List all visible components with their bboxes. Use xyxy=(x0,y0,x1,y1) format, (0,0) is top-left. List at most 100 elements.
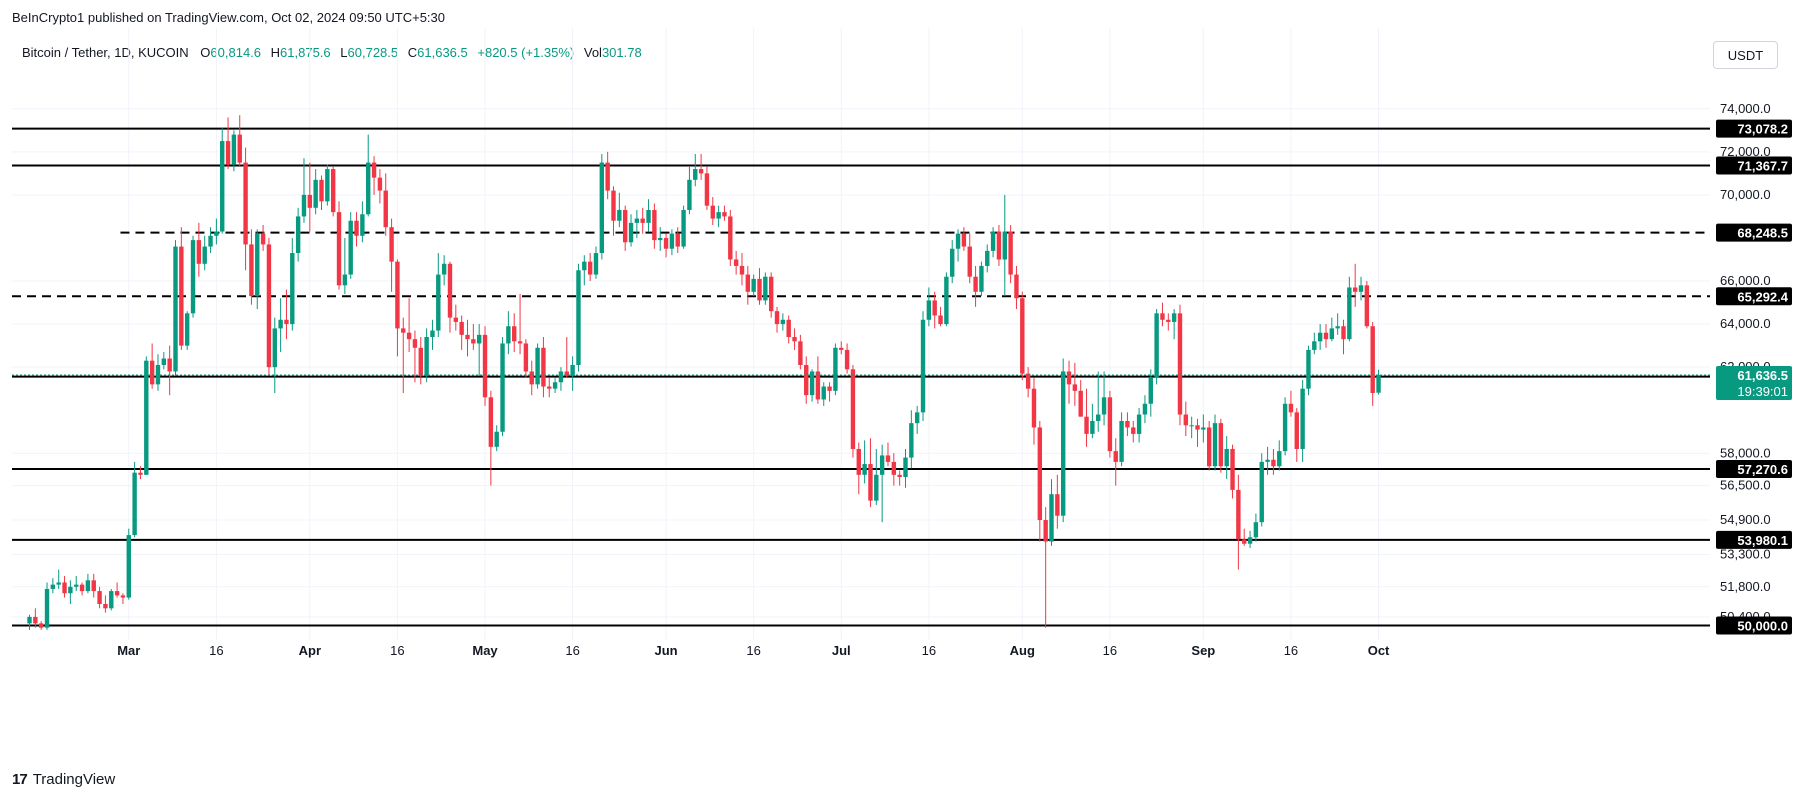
last-price-label: 61,636.5 xyxy=(1737,368,1788,383)
candle-body xyxy=(529,371,534,385)
candle-body xyxy=(476,334,482,344)
candle-body xyxy=(862,464,867,475)
candle-body xyxy=(120,595,126,598)
candle-body xyxy=(272,328,277,368)
candle-body xyxy=(914,412,920,424)
candle-body xyxy=(27,616,32,624)
candle-body xyxy=(1084,416,1089,434)
candle-body xyxy=(558,371,564,383)
candle-body xyxy=(1218,423,1224,467)
candle-body xyxy=(1043,520,1048,542)
candle-body xyxy=(1160,313,1165,320)
candle-body xyxy=(1136,414,1142,434)
candle-body xyxy=(103,604,108,609)
candle-body xyxy=(325,169,330,202)
candle-body xyxy=(739,265,745,275)
candle-body xyxy=(985,250,990,266)
candle-body xyxy=(184,313,190,346)
candle-body xyxy=(780,319,786,325)
candle-body xyxy=(1312,341,1317,350)
candle-body xyxy=(582,261,587,271)
candle-body xyxy=(1107,397,1113,452)
candle-body xyxy=(395,261,400,329)
candle-body xyxy=(132,472,137,536)
candle-body xyxy=(114,591,120,596)
candle-body xyxy=(541,347,546,387)
last-price-badge xyxy=(1716,365,1792,400)
candle-body xyxy=(961,233,967,247)
candle-body xyxy=(1317,332,1323,342)
candle-body xyxy=(763,276,768,301)
volume-value: 301.78 xyxy=(601,45,642,60)
candle-body xyxy=(658,237,663,241)
candle-body xyxy=(109,591,114,609)
candle-body xyxy=(1090,420,1095,434)
candle-body xyxy=(1201,427,1206,430)
candle-body xyxy=(1113,451,1118,462)
candle-body xyxy=(909,423,914,458)
candle-body xyxy=(278,319,283,329)
candle-body xyxy=(850,369,856,449)
candle-body xyxy=(167,358,172,372)
candle-body xyxy=(412,339,418,348)
candle-body xyxy=(652,209,657,241)
candle-body xyxy=(307,194,313,208)
candle-body xyxy=(798,341,803,365)
candle-body xyxy=(1183,414,1189,426)
candle-body xyxy=(1131,427,1136,434)
currency-button[interactable]: USDT xyxy=(1713,41,1778,69)
candle-body xyxy=(74,584,79,587)
candle-body xyxy=(1236,489,1241,540)
candle-body xyxy=(938,315,943,325)
candle-body xyxy=(967,246,972,277)
level-badge xyxy=(1716,530,1792,549)
candle-body xyxy=(220,141,225,232)
candle-body xyxy=(874,474,879,501)
candle-body xyxy=(1096,414,1101,421)
candle-body xyxy=(418,347,423,376)
y-tick-label: 66,000.0 xyxy=(1720,273,1771,288)
x-tick-label: 16 xyxy=(390,643,404,658)
candle-body xyxy=(1078,390,1083,417)
candle-body xyxy=(1206,427,1212,467)
level-badge-label: 65,292.4 xyxy=(1737,289,1788,304)
candle-body xyxy=(500,343,505,432)
candle-body xyxy=(879,455,885,475)
candle-body xyxy=(891,461,897,475)
candle-body xyxy=(190,240,196,314)
candle-body xyxy=(920,319,926,413)
candle-body xyxy=(453,317,459,322)
candle-body xyxy=(634,218,640,223)
candle-body xyxy=(839,347,844,350)
y-tick-label: 53,300.0 xyxy=(1720,546,1771,561)
candle-body xyxy=(1189,425,1194,427)
candle-body xyxy=(950,248,955,277)
candle-body xyxy=(313,179,318,208)
candle-body xyxy=(424,337,429,376)
candle-body xyxy=(354,220,359,236)
candle-body xyxy=(774,311,780,325)
candle-body xyxy=(1259,461,1264,523)
candle-body xyxy=(1060,371,1066,516)
y-tick-label: 54,900.0 xyxy=(1720,512,1771,527)
candle-body xyxy=(809,371,815,396)
candle-body xyxy=(716,212,721,219)
candle-body xyxy=(1265,459,1270,462)
candle-body xyxy=(38,623,44,628)
x-tick-label: 16 xyxy=(209,643,223,658)
candle-body xyxy=(979,265,984,292)
candle-body xyxy=(225,141,231,165)
candle-body xyxy=(622,209,628,243)
candle-body xyxy=(1195,425,1200,430)
candle-body xyxy=(1277,451,1282,467)
close-value: 61,636.5 xyxy=(417,45,468,60)
candle-body xyxy=(932,300,937,316)
candle-body xyxy=(564,371,569,376)
candle-body xyxy=(786,319,791,338)
candle-body xyxy=(471,339,476,344)
candle-body xyxy=(266,244,272,368)
x-tick-label: 16 xyxy=(1103,643,1117,658)
symbol-name[interactable]: Bitcoin / Tether, 1D, KUCOIN xyxy=(22,45,189,60)
candle-body xyxy=(926,300,932,320)
